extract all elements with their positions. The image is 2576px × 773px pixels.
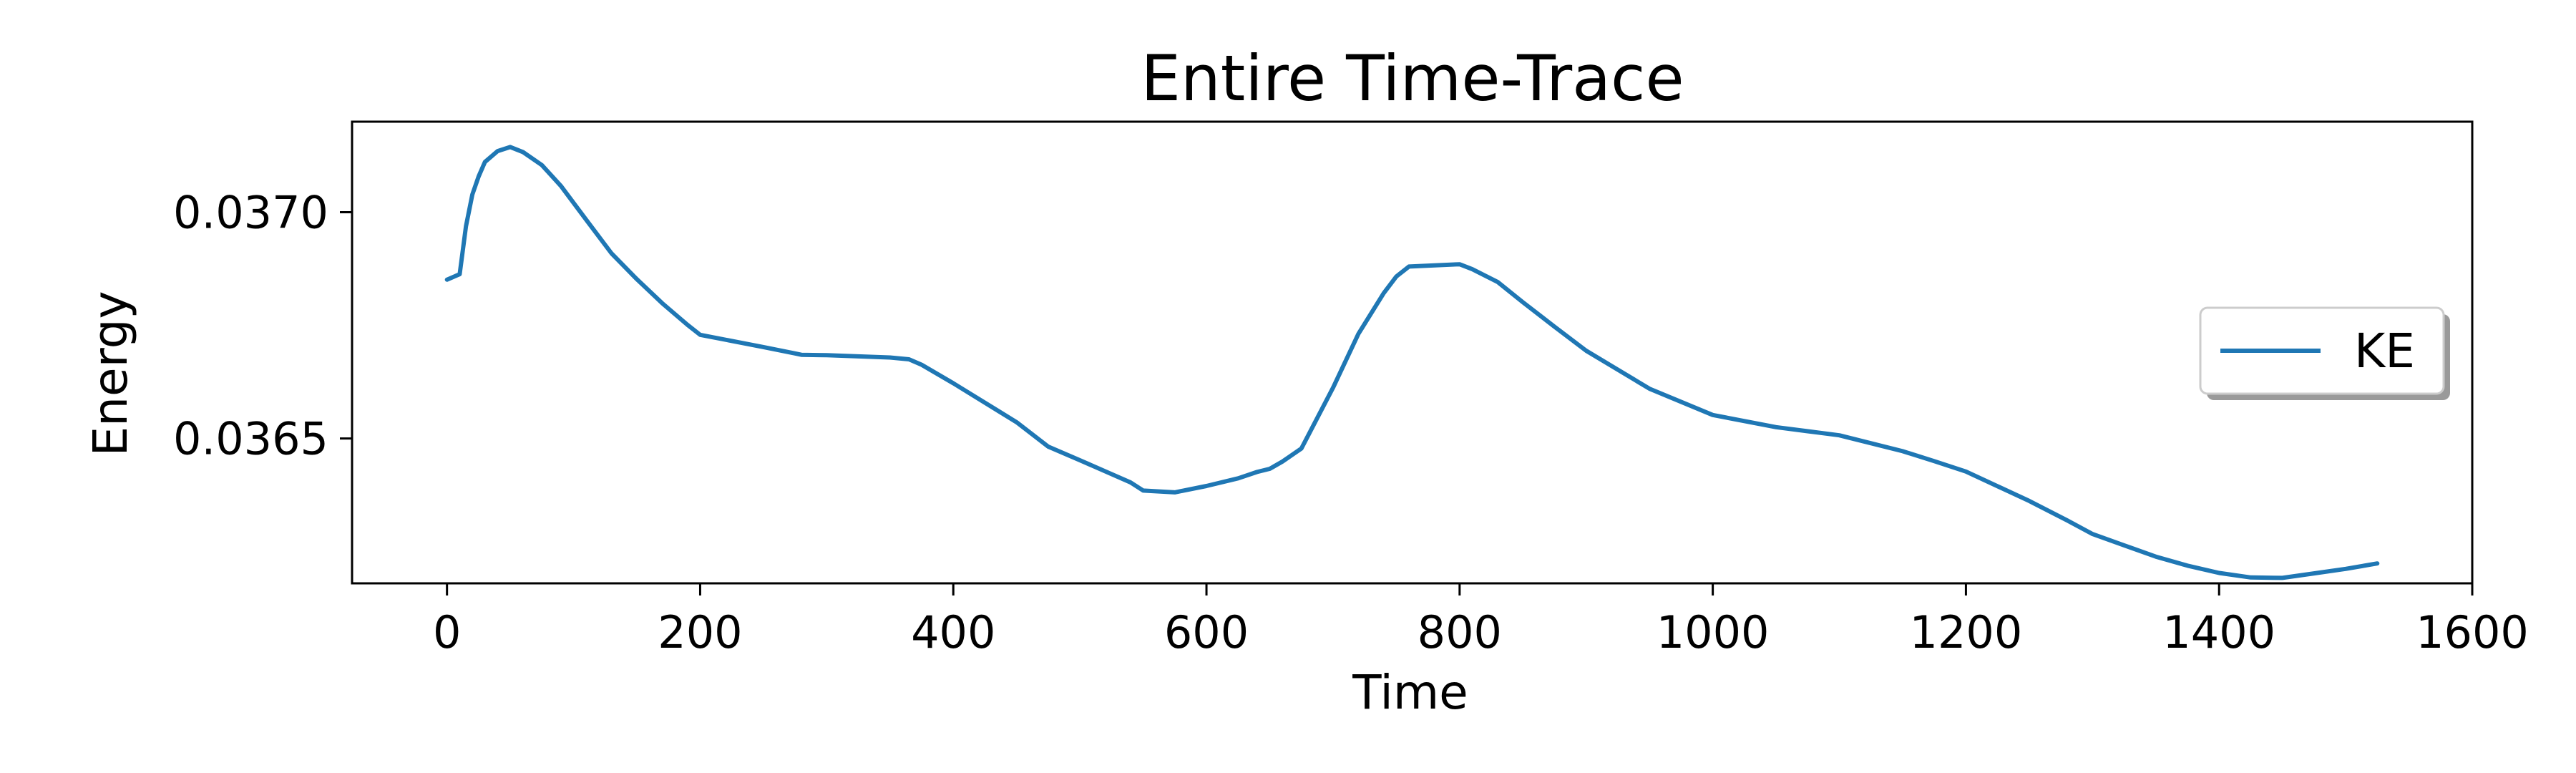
plot-area bbox=[351, 120, 2474, 585]
x-axis-label: Time bbox=[1352, 665, 1468, 720]
x-tick-label: 800 bbox=[1418, 606, 1502, 658]
x-tick-label: 1600 bbox=[2416, 606, 2529, 658]
y-axis-label: Energy bbox=[83, 291, 138, 456]
y-tick-label: 0.0370 bbox=[173, 186, 328, 238]
x-tick-label: 0 bbox=[433, 606, 461, 658]
x-tick-label: 200 bbox=[658, 606, 742, 658]
y-axis: 0.0365 0.0370 bbox=[173, 186, 352, 465]
x-tick-label: 1200 bbox=[1910, 606, 2023, 658]
legend-box bbox=[2199, 306, 2445, 395]
legend: KE bbox=[2199, 306, 2450, 400]
y-tick-label: 0.0365 bbox=[173, 413, 328, 465]
x-tick-label: 600 bbox=[1164, 606, 1249, 658]
x-axis: 0 200 400 600 800 1000 1200 1400 1600 bbox=[433, 583, 2529, 658]
x-tick-label: 1000 bbox=[1657, 606, 1770, 658]
series-line-ke bbox=[444, 145, 2380, 580]
x-tick-label: 400 bbox=[911, 606, 995, 658]
legend-label: KE bbox=[2354, 324, 2415, 379]
x-tick-label: 1400 bbox=[2162, 606, 2275, 658]
plot-frame bbox=[351, 120, 2474, 585]
chart-title: Entire Time-Trace bbox=[1141, 42, 1684, 115]
